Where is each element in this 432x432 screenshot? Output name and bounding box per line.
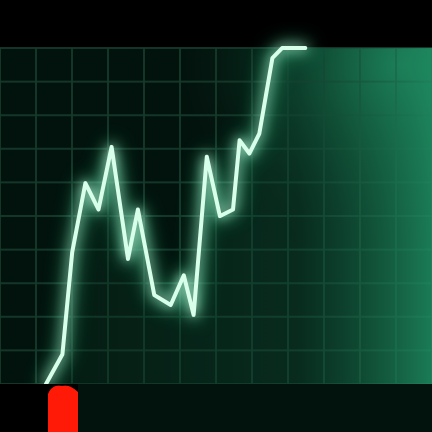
- data-point: [271, 56, 274, 60]
- data-point: [126, 257, 130, 261]
- data-point: [248, 152, 251, 155]
- data-point: [231, 208, 235, 211]
- data-point: [238, 139, 241, 142]
- red-marker: [48, 385, 78, 432]
- data-point: [205, 155, 208, 158]
- data-point: [84, 181, 87, 185]
- data-point: [287, 46, 290, 50]
- data-point: [153, 293, 156, 297]
- bottom-panel-strip: [78, 384, 432, 432]
- data-point: [182, 274, 185, 277]
- data-point: [169, 303, 172, 307]
- data-point: [258, 132, 261, 135]
- data-point: [136, 208, 140, 211]
- data-point: [61, 353, 64, 356]
- data-point: [281, 46, 284, 50]
- data-point: [110, 145, 113, 149]
- area-under-line: [46, 48, 432, 384]
- series-points: [44, 46, 307, 386]
- data-point: [192, 313, 195, 317]
- data-point: [97, 208, 100, 211]
- data-point: [297, 46, 300, 50]
- data-point: [71, 251, 74, 254]
- data-point: [218, 214, 222, 218]
- data-point: [304, 46, 307, 50]
